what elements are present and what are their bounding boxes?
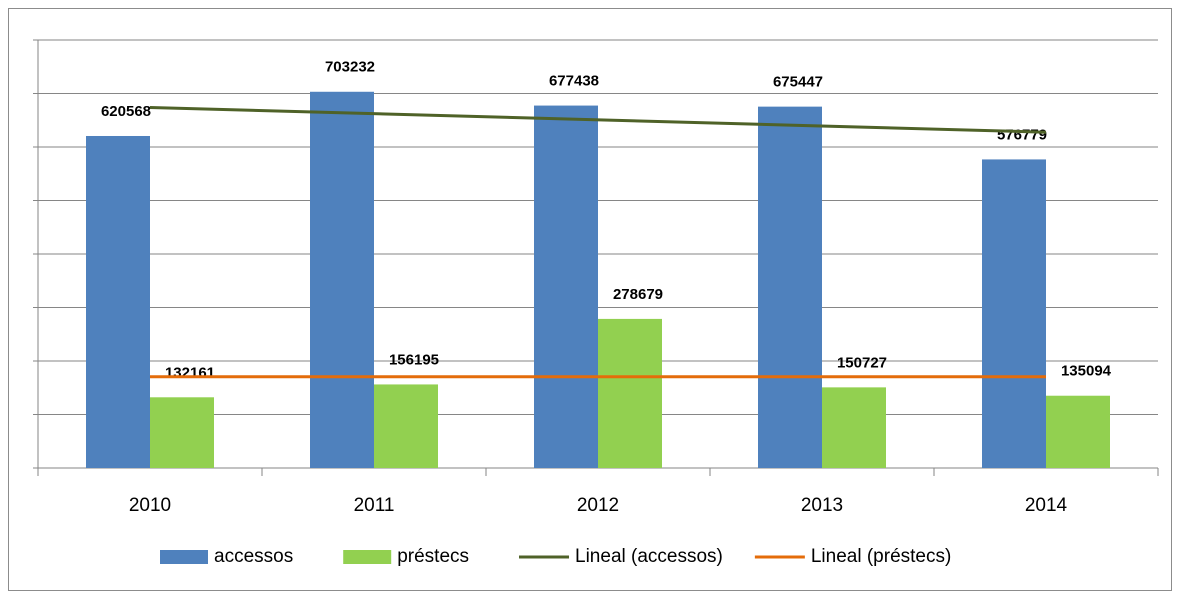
data-label: 703232 [325, 59, 375, 76]
data-label: 278679 [613, 286, 663, 303]
data-label: 156195 [389, 351, 439, 368]
bar [150, 397, 214, 468]
legend-label: Lineal (préstecs) [811, 546, 951, 567]
bar [374, 384, 438, 468]
bar [1046, 395, 1110, 468]
bar [86, 135, 150, 468]
data-label: 132161 [165, 364, 215, 381]
data-label: 677438 [549, 73, 599, 90]
trendline [149, 106, 1047, 134]
legend-swatch [160, 550, 208, 564]
data-label: 150727 [837, 354, 887, 371]
data-label: 576779 [997, 126, 1047, 143]
x-tick-label: 2010 [129, 495, 171, 516]
data-label: 135094 [1061, 363, 1112, 380]
bar [598, 318, 662, 468]
x-tick-label: 2011 [354, 495, 395, 516]
x-tick-label: 2013 [801, 495, 843, 516]
data-label: 620568 [101, 103, 151, 120]
bar [534, 105, 598, 468]
legend-label: préstecs [397, 546, 469, 567]
data-label: 675447 [773, 74, 823, 91]
bar [758, 106, 822, 468]
bar [822, 387, 886, 468]
legend-label: Lineal (accessos) [575, 546, 723, 567]
x-tick-label: 2014 [1025, 495, 1068, 516]
bar [310, 91, 374, 469]
bar [982, 159, 1046, 469]
legend-label: accessos [214, 546, 293, 567]
legend-swatch [343, 550, 392, 564]
x-tick-label: 2012 [577, 495, 619, 516]
